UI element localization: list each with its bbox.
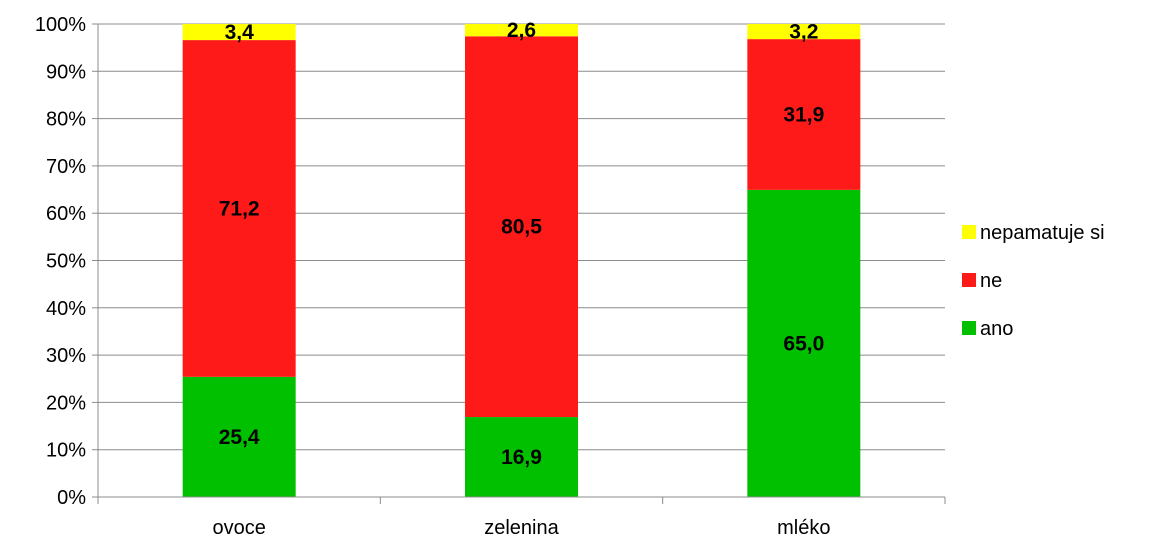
y-tick-label: 40% <box>46 298 86 320</box>
y-tick-label: 20% <box>46 392 86 414</box>
y-tick-label: 60% <box>46 203 86 225</box>
data-labels: 25,4 71,2 3,4 16,9 80,5 2,6 65,0 31,9 3,2 <box>219 19 825 469</box>
bar-segment-ano-2 <box>465 417 578 497</box>
data-label: 3,4 <box>225 21 255 44</box>
data-label: 71,2 <box>219 197 260 220</box>
bar-segment-nepamatuje-si-1 <box>182 24 296 41</box>
data-label: 80,5 <box>501 216 542 239</box>
x-axis-category-labels: ovoce zelenina mléko <box>212 517 830 539</box>
bar-segments <box>182 24 861 497</box>
y-tick-label: 80% <box>46 109 86 131</box>
data-label: 16,9 <box>501 446 542 469</box>
y-axis-tick-labels: 0% 10% 20% 30% 40% 50% 60% 70% 80% 90% 100% <box>35 14 86 509</box>
bar-segment-nepamatuje-si-3 <box>747 24 861 40</box>
data-label: 31,9 <box>783 103 824 126</box>
bar-segment-ano-1 <box>182 376 296 497</box>
legend-label: nepamatuje si <box>980 222 1105 244</box>
data-label: 3,2 <box>789 21 818 44</box>
y-tick-label: 10% <box>46 440 86 462</box>
x-category-label: zelenina <box>484 517 559 539</box>
bar-segment-ne-2 <box>465 36 578 418</box>
y-tick-label: 100% <box>35 14 86 36</box>
bar-segment-ano-3 <box>747 189 861 497</box>
legend-label: ne <box>980 270 1002 292</box>
x-category-label: mléko <box>777 517 830 539</box>
y-tick-label: 70% <box>46 156 86 178</box>
bar-segment-ne-3 <box>747 39 861 190</box>
bar-segment-ne-1 <box>182 40 296 377</box>
y-tick-label: 50% <box>46 251 86 273</box>
bar-segment-nepamatuje-si-2 <box>465 24 578 37</box>
legend: nepamatuje si ne ano <box>962 222 1105 340</box>
y-tick-label: 30% <box>46 345 86 367</box>
legend-swatch <box>962 225 976 239</box>
data-label: 65,0 <box>783 332 824 355</box>
y-tick-label: 0% <box>57 487 86 509</box>
axes <box>92 23 946 504</box>
y-tick-label: 90% <box>46 61 86 83</box>
legend-swatch <box>962 273 976 287</box>
legend-label: ano <box>980 318 1013 340</box>
data-label: 25,4 <box>219 426 260 449</box>
data-label: 2,6 <box>507 19 536 42</box>
legend-swatch <box>962 321 976 335</box>
x-category-label: ovoce <box>212 517 265 539</box>
